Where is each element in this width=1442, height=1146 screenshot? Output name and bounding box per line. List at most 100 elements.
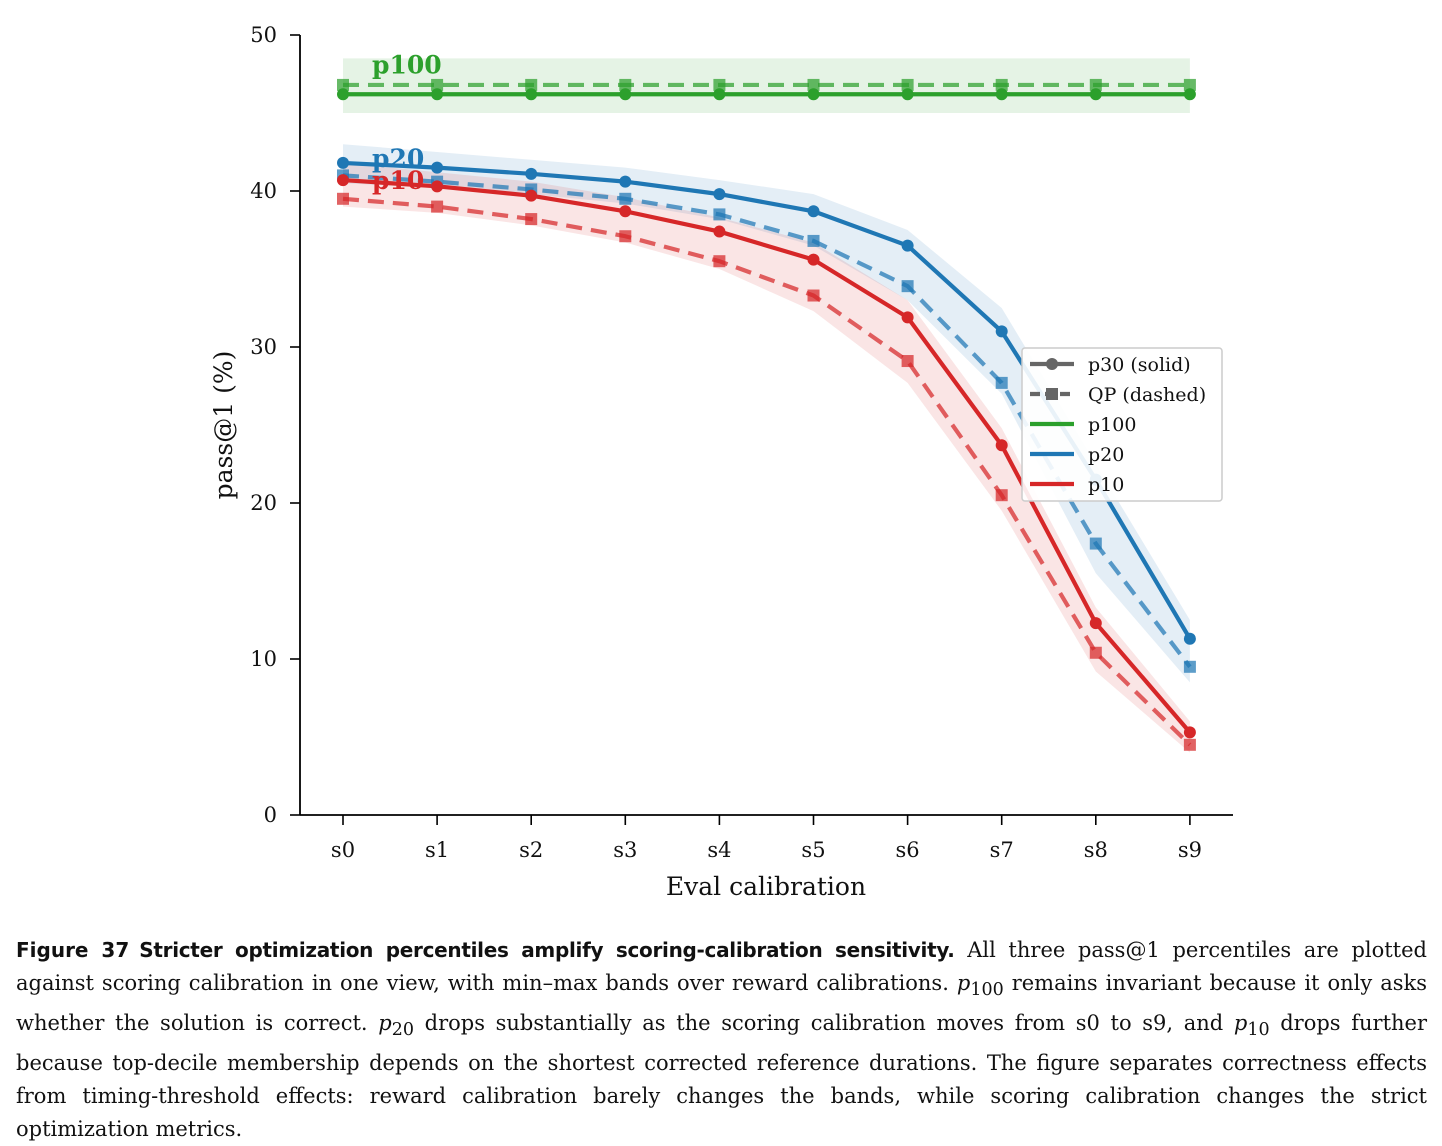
figure-title: Stricter optimization percentiles amplif… <box>139 938 955 962</box>
point-p100-dashed-s0 <box>337 78 349 91</box>
y-tick-label: 40 <box>250 179 277 203</box>
point-p20-solid-s4 <box>713 188 726 201</box>
point-p10-solid-s4 <box>713 225 726 238</box>
axes <box>299 35 1233 816</box>
x-tick-label: s9 <box>1178 838 1202 862</box>
point-p20-dashed-s9 <box>1183 660 1196 673</box>
legend-marker <box>1046 358 1058 370</box>
legend-marker <box>1046 388 1058 400</box>
x-tick-label: s5 <box>801 838 825 862</box>
math-subscript: 20 <box>391 1020 414 1041</box>
legend-box <box>1021 347 1223 502</box>
series-markers <box>337 78 1196 751</box>
point-p100-dashed-s4 <box>713 78 726 91</box>
legend: p30 (solid) QP (dashed) p100 p20 p10 <box>1021 347 1223 502</box>
point-p100-dashed-s9 <box>1183 78 1196 91</box>
figure-number: Figure 37 <box>16 938 130 962</box>
point-p100-dashed-s8 <box>1089 78 1102 91</box>
point-p10-solid-s8 <box>1089 617 1102 630</box>
point-p100-solid-s1 <box>431 88 444 101</box>
point-p100-dashed-s1 <box>431 78 444 91</box>
point-p20-solid-s2 <box>525 167 538 180</box>
math-subscript: 100 <box>970 980 1004 1001</box>
point-p10-dashed-s7 <box>995 489 1008 502</box>
point-p20-dashed-s7 <box>995 376 1008 389</box>
point-p10-dashed-s4 <box>713 255 726 268</box>
caption-text: remains invariant because it only asks w… <box>16 971 1427 1036</box>
x-tick-label: s2 <box>519 838 543 862</box>
point-p20-dashed-s3 <box>619 192 632 205</box>
point-p100-solid-s0 <box>337 88 349 101</box>
point-p10-dashed-s5 <box>807 289 820 302</box>
series-tag-p10: p10 <box>372 166 424 195</box>
point-p100-dashed-s7 <box>995 78 1008 91</box>
math-symbol: p <box>956 971 971 995</box>
point-p20-solid-s0 <box>337 156 349 169</box>
point-p10-solid-s2 <box>525 189 538 202</box>
point-p100-solid-s3 <box>619 88 632 101</box>
point-p10-dashed-s9 <box>1183 738 1196 751</box>
math-symbol: p <box>1233 1011 1248 1036</box>
caption-text: drops substantially as the scoring calib… <box>413 1011 1234 1036</box>
point-p100-solid-s4 <box>713 88 726 101</box>
series-line-p10-solid <box>342 177 1192 734</box>
point-p10-solid-s3 <box>619 205 632 218</box>
point-p10-dashed-s8 <box>1089 646 1102 659</box>
y-axis-label: pass@1 (%) <box>209 351 238 500</box>
point-p20-dashed-s4 <box>713 208 726 221</box>
x-tick-label: s8 <box>1084 838 1108 862</box>
series-tag-p100: p100 <box>372 51 442 80</box>
point-p100-solid-s7 <box>995 88 1008 101</box>
point-p10-dashed-s0 <box>337 192 349 205</box>
legend-label: p30 (solid) <box>1088 354 1191 376</box>
point-p10-solid-s1 <box>431 180 444 193</box>
point-p100-solid-s6 <box>901 88 914 101</box>
point-p20-solid-s6 <box>901 239 914 252</box>
y-tick-label: 10 <box>250 647 277 671</box>
x-tick-label: s1 <box>425 838 449 862</box>
point-p10-dashed-s6 <box>901 355 914 368</box>
point-p10-solid-s9 <box>1183 726 1196 739</box>
legend-label: p100 <box>1088 414 1136 436</box>
point-p10-solid-s7 <box>995 439 1008 452</box>
point-p100-dashed-s5 <box>807 78 820 91</box>
point-p20-solid-s7 <box>995 325 1008 338</box>
axis-ticks: 0 10 20 30 40 50 s0 s1 s2 s3 s4 s5 s6 s7 s8 s9 <box>250 23 1202 862</box>
legend-label: p10 <box>1088 474 1124 496</box>
series-line-p10-dashed <box>342 196 1192 747</box>
point-p100-dashed-s3 <box>619 78 632 91</box>
point-p10-solid-s6 <box>901 311 914 324</box>
caption-text: All three pass@1 percentiles are plotted… <box>16 938 1427 995</box>
y-tick-label: 50 <box>250 23 277 47</box>
point-p20-solid-s9 <box>1183 632 1196 645</box>
point-p20-dashed-s5 <box>807 234 820 247</box>
x-tick-label: s6 <box>896 838 920 862</box>
legend-label: QP (dashed) <box>1088 384 1206 406</box>
point-p100-dashed-s2 <box>525 78 538 91</box>
math-symbol: p <box>378 1011 392 1036</box>
point-p100-solid-s9 <box>1183 88 1196 101</box>
y-tick-label: 0 <box>264 803 277 827</box>
point-p100-dashed-s6 <box>901 78 914 91</box>
math-subscript: 10 <box>1247 1020 1270 1041</box>
point-p10-dashed-s1 <box>431 200 444 213</box>
band-p10 <box>343 162 1190 753</box>
caption-text: drops further because top-decile members… <box>16 1011 1427 1142</box>
point-p20-solid-s3 <box>619 175 632 188</box>
series-tag-p20: p20 <box>372 144 424 173</box>
x-tick-label: s3 <box>613 838 637 862</box>
x-axis-label: Eval calibration <box>666 872 866 901</box>
point-p100-solid-s5 <box>807 88 820 101</box>
y-tick-label: 20 <box>250 491 277 515</box>
figure-caption: Figure 37 Stricter optimization percentil… <box>16 934 1427 1146</box>
point-p10-solid-s0 <box>337 174 349 187</box>
x-tick-label: s4 <box>707 838 731 862</box>
legend-label: p20 <box>1088 444 1124 466</box>
point-p100-solid-s2 <box>525 88 538 101</box>
point-p20-solid-s5 <box>807 205 820 218</box>
point-p10-dashed-s3 <box>619 230 632 243</box>
band-p100 <box>343 58 1190 113</box>
point-p20-dashed-s8 <box>1089 537 1102 550</box>
point-p100-solid-s8 <box>1089 88 1102 101</box>
